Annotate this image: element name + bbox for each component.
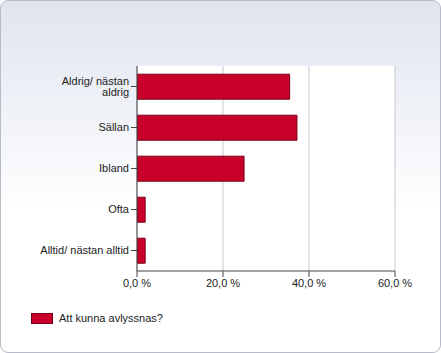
svg-text:0,0 %: 0,0 % bbox=[123, 277, 151, 289]
svg-text:Ibland: Ibland bbox=[99, 162, 129, 174]
svg-text:Alltid/ nästan alltid: Alltid/ nästan alltid bbox=[40, 244, 129, 256]
svg-text:40,0 %: 40,0 % bbox=[292, 277, 326, 289]
svg-text:60,0 %: 60,0 % bbox=[378, 277, 412, 289]
html-text:Att kunna avlyssnas?: Att kunna avlyssnas? bbox=[59, 312, 163, 324]
svg-text:Ofta: Ofta bbox=[108, 203, 130, 215]
svg-text:Aldrig/ nästanaldrig: Aldrig/ nästanaldrig bbox=[62, 75, 129, 98]
svg-text:20,0 %: 20,0 % bbox=[206, 277, 240, 289]
svg-text:Sällan: Sällan bbox=[98, 121, 129, 133]
